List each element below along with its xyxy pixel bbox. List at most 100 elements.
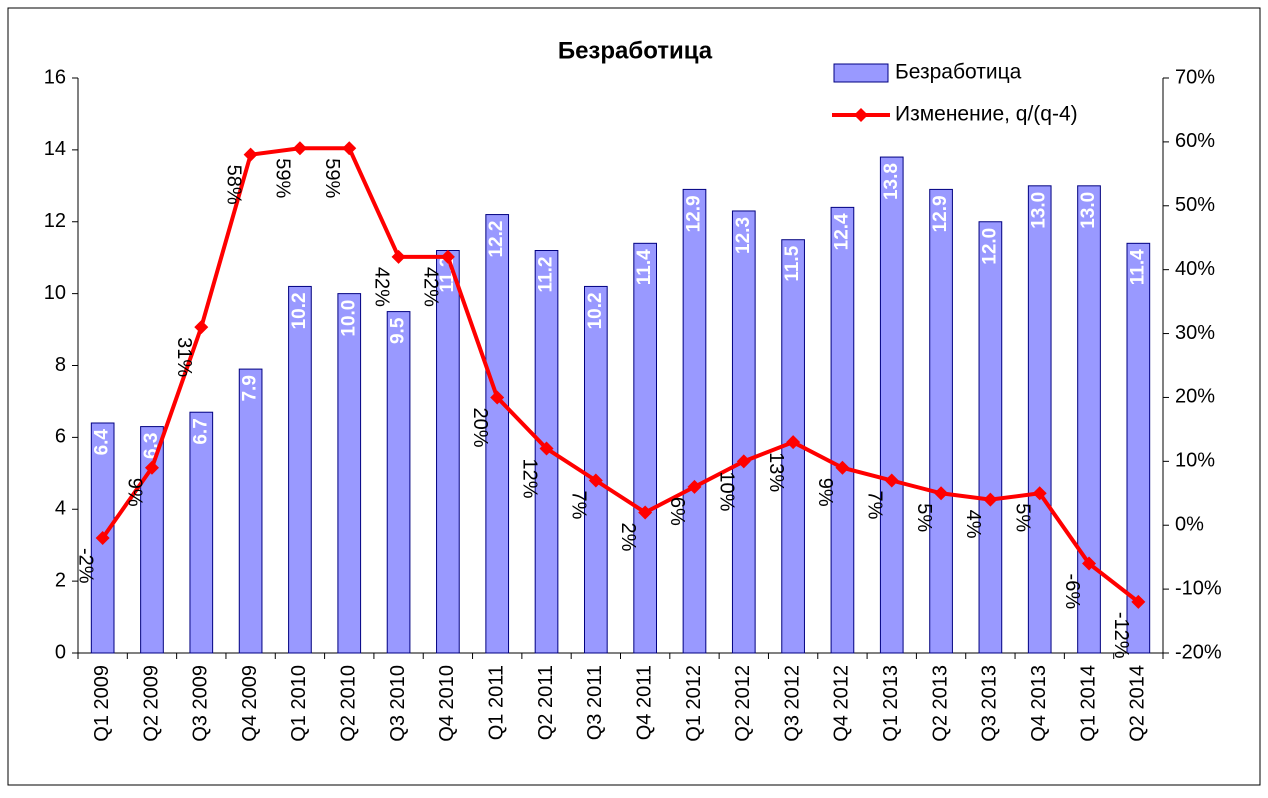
bar bbox=[485, 214, 510, 654]
bar bbox=[830, 206, 855, 654]
y-tick-label: 12 bbox=[44, 210, 66, 232]
x-tick-label: Q1 2011 bbox=[485, 665, 507, 740]
line-value-label: 4% bbox=[962, 510, 984, 539]
bar-value-label: 11.2 bbox=[536, 257, 557, 293]
line-marker bbox=[983, 492, 998, 507]
bar-value-label: 10.2 bbox=[289, 292, 310, 329]
line-value-label: 9% bbox=[124, 478, 146, 507]
bar-value-label: 12.2 bbox=[486, 221, 507, 258]
y-tick-label: 10 bbox=[44, 282, 66, 304]
y2-tick-label: 30% bbox=[1175, 322, 1215, 344]
line-marker bbox=[1131, 594, 1146, 609]
bar-value-label: 11.4 bbox=[1127, 249, 1148, 285]
x-tick-label: Q1 2013 bbox=[880, 665, 902, 742]
y-tick-label: 6 bbox=[55, 426, 66, 448]
line-marker bbox=[835, 460, 850, 475]
line-marker bbox=[342, 141, 357, 156]
line-marker bbox=[391, 249, 406, 264]
bar bbox=[337, 293, 362, 654]
bar-value-label: 13.0 bbox=[1078, 192, 1099, 229]
line-marker bbox=[490, 390, 505, 405]
legend-marker bbox=[854, 108, 868, 122]
line-value-label: 9% bbox=[814, 478, 836, 507]
y-tick-label: 8 bbox=[55, 354, 66, 376]
bar bbox=[583, 285, 608, 654]
legend-label: Безработица bbox=[895, 61, 1022, 84]
line-value-label: 58% bbox=[222, 165, 244, 205]
bar-value-label: 13.8 bbox=[881, 163, 902, 200]
bar bbox=[1077, 185, 1101, 654]
line-value-label: 5% bbox=[913, 503, 935, 532]
y2-tick-label: 50% bbox=[1175, 194, 1215, 216]
x-tick-label: Q2 2010 bbox=[338, 665, 360, 742]
bar-value-label: 10.2 bbox=[585, 292, 606, 329]
bar-value-label: 11.5 bbox=[782, 245, 803, 281]
y2-tick-label: 0% bbox=[1175, 514, 1204, 536]
line bbox=[101, 146, 1140, 604]
y2-tick-label: -20% bbox=[1175, 641, 1222, 663]
y-tick-label: 16 bbox=[44, 66, 66, 88]
y2-tick-label: 40% bbox=[1175, 258, 1215, 280]
line-value-label: 59% bbox=[321, 158, 343, 198]
line-value-label: 12% bbox=[518, 459, 540, 499]
y2-tick-label: 70% bbox=[1175, 66, 1215, 88]
bar bbox=[1126, 242, 1151, 654]
bar-value-label: 12.0 bbox=[979, 228, 1000, 265]
bar bbox=[238, 368, 263, 654]
x-tick-label: Q3 2010 bbox=[387, 665, 409, 742]
bar-value-label: 13.0 bbox=[1029, 192, 1050, 229]
x-tick-label: Q2 2009 bbox=[140, 665, 162, 742]
x-tick-label: Q4 2009 bbox=[239, 665, 261, 742]
line-value-label: -6% bbox=[1061, 574, 1083, 610]
line-marker bbox=[1032, 486, 1047, 501]
bar bbox=[978, 221, 1003, 654]
line-value-label: 7% bbox=[863, 491, 885, 520]
x-tick-label: Q1 2012 bbox=[683, 665, 705, 742]
bar bbox=[731, 210, 756, 654]
x-tick-label: Q2 2014 bbox=[1127, 665, 1149, 742]
line-value-label: -12% bbox=[1110, 612, 1132, 659]
line-marker bbox=[786, 435, 801, 450]
bar bbox=[288, 285, 312, 654]
bar bbox=[879, 156, 904, 654]
line-marker bbox=[539, 441, 554, 456]
y-tick-label: 4 bbox=[55, 498, 66, 520]
line-marker bbox=[292, 141, 307, 156]
y2-tick-label: 10% bbox=[1175, 450, 1215, 472]
bar bbox=[386, 311, 411, 654]
line-value-label: 6% bbox=[666, 497, 688, 526]
line-value-label: 31% bbox=[173, 337, 195, 377]
line-value-label: 13% bbox=[765, 452, 787, 492]
bar bbox=[1027, 185, 1052, 654]
bar bbox=[140, 426, 164, 654]
line-marker bbox=[243, 147, 258, 162]
y2-tick-label: -10% bbox=[1175, 577, 1222, 599]
line-value-label: 59% bbox=[272, 158, 294, 198]
bar bbox=[682, 188, 707, 654]
line-value-label: 42% bbox=[420, 267, 442, 307]
y-tick-label: 2 bbox=[55, 569, 66, 591]
bar-value-label: 6.4 bbox=[92, 429, 113, 456]
y2-tick-label: 60% bbox=[1175, 130, 1215, 152]
line-value-label: 2% bbox=[617, 522, 639, 551]
bar-value-label: 6.7 bbox=[190, 418, 211, 444]
x-tick-label: Q3 2012 bbox=[781, 665, 803, 742]
bar-value-label: 12.4 bbox=[831, 213, 852, 250]
x-tick-label: Q3 2013 bbox=[979, 665, 1001, 742]
x-tick-label: Q2 2011 bbox=[535, 665, 557, 740]
bar bbox=[189, 411, 214, 654]
bar-value-label: 7.9 bbox=[240, 375, 261, 401]
line-marker bbox=[736, 454, 751, 469]
line-marker bbox=[144, 460, 159, 475]
x-tick-label: Q2 2012 bbox=[732, 665, 754, 742]
x-tick-label: Q3 2011 bbox=[584, 665, 606, 740]
line-value-label: 5% bbox=[1011, 503, 1033, 532]
bar bbox=[633, 242, 658, 654]
line-marker bbox=[588, 473, 603, 488]
line-marker bbox=[638, 505, 653, 520]
x-tick-label: Q4 2012 bbox=[831, 665, 853, 742]
x-tick-label: Q3 2009 bbox=[190, 665, 212, 742]
y2-tick-label: 20% bbox=[1175, 386, 1215, 408]
x-tick-label: Q4 2010 bbox=[436, 665, 458, 742]
